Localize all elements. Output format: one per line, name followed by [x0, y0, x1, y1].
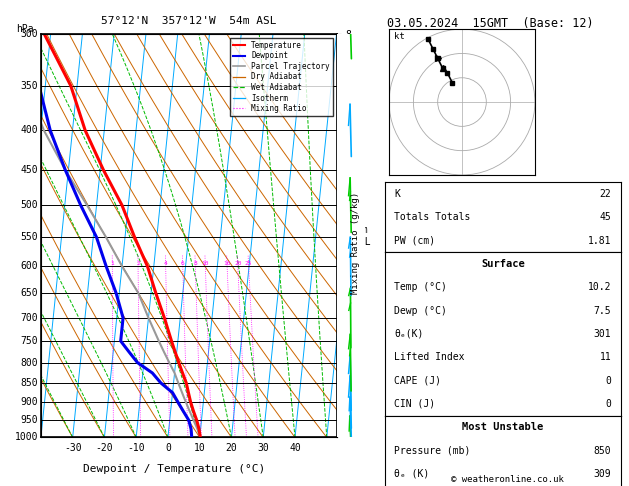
Text: 1.81: 1.81: [588, 236, 611, 245]
Text: 900: 900: [20, 397, 38, 407]
Text: Surface: Surface: [481, 259, 525, 269]
Text: 11: 11: [599, 352, 611, 362]
Text: 850: 850: [594, 446, 611, 455]
Text: 40: 40: [289, 443, 301, 453]
Text: Totals Totals: Totals Totals: [394, 212, 470, 222]
Text: © weatheronline.co.uk: © weatheronline.co.uk: [452, 474, 564, 484]
Text: θₑ(K): θₑ(K): [394, 329, 424, 339]
Text: 6: 6: [181, 261, 185, 266]
Text: Temp (°C): Temp (°C): [394, 282, 447, 292]
Text: 03.05.2024  15GMT  (Base: 12): 03.05.2024 15GMT (Base: 12): [387, 17, 593, 30]
Text: CIN (J): CIN (J): [394, 399, 435, 409]
Text: 1: 1: [111, 261, 114, 266]
Text: -10: -10: [127, 443, 145, 453]
Text: hPa: hPa: [16, 24, 33, 34]
Text: 0: 0: [165, 443, 171, 453]
Text: 800: 800: [20, 358, 38, 367]
Text: CAPE (J): CAPE (J): [394, 376, 442, 385]
Text: 30: 30: [257, 443, 269, 453]
Y-axis label: km
ASL: km ASL: [353, 225, 371, 246]
Text: 20: 20: [234, 261, 242, 266]
Legend: Temperature, Dewpoint, Parcel Trajectory, Dry Adiabat, Wet Adiabat, Isotherm, Mi: Temperature, Dewpoint, Parcel Trajectory…: [230, 38, 333, 116]
Text: 25: 25: [245, 261, 252, 266]
Text: 950: 950: [20, 415, 38, 425]
Text: 20: 20: [226, 443, 237, 453]
Text: 600: 600: [20, 261, 38, 271]
Text: 301: 301: [594, 329, 611, 339]
Text: 850: 850: [20, 378, 38, 388]
Text: 450: 450: [20, 165, 38, 175]
Text: 650: 650: [20, 288, 38, 298]
Text: 8: 8: [194, 261, 198, 266]
Text: Dewp (°C): Dewp (°C): [394, 306, 447, 315]
Text: θₑ (K): θₑ (K): [394, 469, 430, 479]
Text: 1000: 1000: [14, 433, 38, 442]
Text: 45: 45: [599, 212, 611, 222]
Text: PW (cm): PW (cm): [394, 236, 435, 245]
Text: Lifted Index: Lifted Index: [394, 352, 465, 362]
Text: 10: 10: [201, 261, 209, 266]
Text: -30: -30: [64, 443, 82, 453]
Text: Mixing Ratio (g/kg): Mixing Ratio (g/kg): [351, 192, 360, 294]
Text: 16: 16: [223, 261, 231, 266]
Text: 0: 0: [606, 376, 611, 385]
Text: Most Unstable: Most Unstable: [462, 422, 543, 432]
Text: 750: 750: [20, 336, 38, 346]
Text: 0: 0: [606, 399, 611, 409]
Text: 350: 350: [20, 81, 38, 91]
Text: 500: 500: [20, 200, 38, 210]
Text: 4: 4: [164, 261, 167, 266]
Text: Dewpoint / Temperature (°C): Dewpoint / Temperature (°C): [83, 464, 265, 474]
Text: -20: -20: [96, 443, 113, 453]
Text: 7.5: 7.5: [594, 306, 611, 315]
Text: 10.2: 10.2: [588, 282, 611, 292]
Text: 400: 400: [20, 125, 38, 136]
Text: 550: 550: [20, 232, 38, 242]
Text: kt: kt: [394, 32, 404, 41]
Text: 309: 309: [594, 469, 611, 479]
Text: Pressure (mb): Pressure (mb): [394, 446, 470, 455]
Text: K: K: [394, 189, 400, 199]
Text: 700: 700: [20, 313, 38, 323]
Text: 300: 300: [20, 29, 38, 39]
Text: LCL: LCL: [340, 425, 355, 434]
Text: 22: 22: [599, 189, 611, 199]
Text: 2: 2: [136, 261, 140, 266]
Text: 10: 10: [194, 443, 206, 453]
Text: 57°12'N  357°12'W  54m ASL: 57°12'N 357°12'W 54m ASL: [101, 16, 277, 26]
